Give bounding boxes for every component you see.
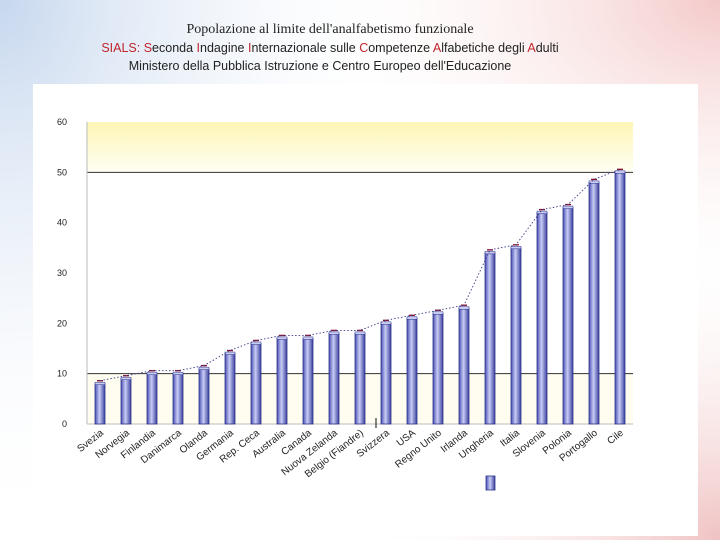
subtitle-text: econda [152,41,197,55]
bar [380,322,392,425]
slide-title: Popolazione al limite dell'analfabetismo… [186,22,474,37]
bar-cap [354,331,366,335]
subtitle-highlight: I [196,41,201,55]
subtitle-highlight: S [143,41,153,55]
bar [276,338,288,425]
y-tick-label: 30 [57,268,67,278]
chart-panel: 0 10 20 30 40 50 60 Svezia Norvegia Finlandia Dani… [33,84,698,536]
bar [146,373,158,425]
y-tick-label: 0 [62,419,67,429]
bar-cap [458,306,470,310]
bar [94,383,106,425]
bar [172,373,184,425]
bar-cap [302,336,314,340]
bar [224,353,236,425]
bar-cap [146,371,158,375]
bar [588,182,600,425]
bar-cap [562,205,574,209]
subtitle-highlight: SIALS: [101,41,144,55]
bar [536,212,548,425]
legend-swatch [485,475,496,491]
y-tick-label: 10 [57,369,67,379]
bar [250,343,262,425]
bar-cap [328,331,340,335]
subtitle-text: lfabetiche degli [441,41,528,55]
bar [458,307,470,425]
bar [328,332,340,425]
bar-cap [484,251,496,255]
y-tick-label: 20 [57,318,67,328]
slide-subtitle-source: Ministero della Pubblica Istruzione e Ce… [128,59,512,73]
y-tick-label: 50 [57,167,67,177]
trend-line [99,168,621,382]
subtitle-highlight: C [359,41,369,55]
bar [198,368,210,425]
bar-cap [172,371,184,375]
subtitle-highlight: A [432,41,442,55]
subtitle-highlight: A [527,41,536,55]
bar [406,317,418,425]
bar [354,332,366,425]
bar [614,171,626,425]
subtitle-text: nternazionale sulle [251,41,360,55]
bar-cap [198,366,210,370]
y-tick-label: 60 [57,117,67,127]
bar-cap [250,341,262,345]
x-tick-label: Cile [605,427,626,447]
plot-band-upper [87,122,633,173]
bar-cap [536,210,548,214]
bar-cap [614,170,626,174]
bar [562,207,574,425]
subtitle-text: dulti [535,41,559,55]
bar-chart: 0102030405060SveziaNorvegiaFinlandiaDani… [57,117,633,491]
subtitle-highlight: I [247,41,252,55]
bar-cap [406,316,418,320]
bar-cap [380,321,392,325]
subtitle-text: ndagine [200,41,248,55]
bar-cap [588,180,600,184]
bar [484,252,496,425]
bar-cap [120,376,132,380]
bar-cap [276,336,288,340]
y-tick-label: 40 [57,218,67,228]
slide-subtitle: SIALS: Seconda Indagine Internazionale s… [0,41,660,55]
bar [302,338,314,425]
bar-cap [94,381,106,385]
subtitle-text: ompetenze [368,41,433,55]
bar-cap [510,246,522,250]
bar [510,247,522,425]
bar [432,312,444,425]
bar [120,378,132,425]
bar-cap [432,311,444,315]
bar-cap [224,351,236,355]
